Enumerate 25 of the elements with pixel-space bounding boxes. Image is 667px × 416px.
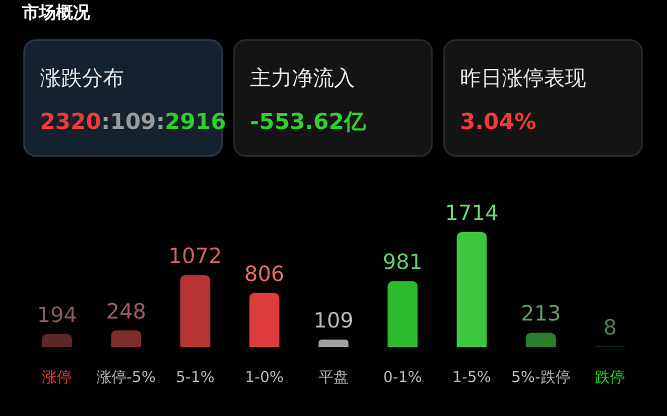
text: 主力净流入	[250, 66, 355, 90]
x-tick-label: 涨停-5%	[96, 368, 156, 386]
data-label: 109	[313, 308, 354, 333]
text: 市场概况	[21, 3, 91, 23]
data-label: 194	[36, 302, 78, 327]
x-tick-label: 0-1%	[383, 368, 422, 386]
data-label: 248	[106, 299, 146, 324]
text: -553.62亿	[250, 110, 368, 135]
text: 昨日涨停表现	[460, 66, 586, 90]
x-tick-label: 平盘	[318, 368, 348, 386]
data-label: 213	[520, 302, 561, 326]
text: 2320:109:2916	[40, 110, 226, 135]
data-label: 8	[603, 315, 617, 340]
data-label: 981	[382, 250, 423, 274]
x-tick-label: 5-1%	[176, 368, 215, 386]
data-label: 1714	[445, 201, 498, 225]
text: 涨跌分布	[40, 66, 124, 90]
x-tick-label: 1-5%	[452, 368, 492, 386]
data-label: 806	[244, 262, 284, 286]
x-tick-label: 1-0%	[244, 368, 284, 386]
x-tick-label: 涨停	[42, 368, 72, 386]
data-label: 1072	[168, 244, 222, 268]
x-tick-label: 跌停	[595, 368, 625, 386]
text: 3.04%	[460, 110, 536, 135]
x-tick-label: 5%-跌停	[511, 368, 570, 386]
